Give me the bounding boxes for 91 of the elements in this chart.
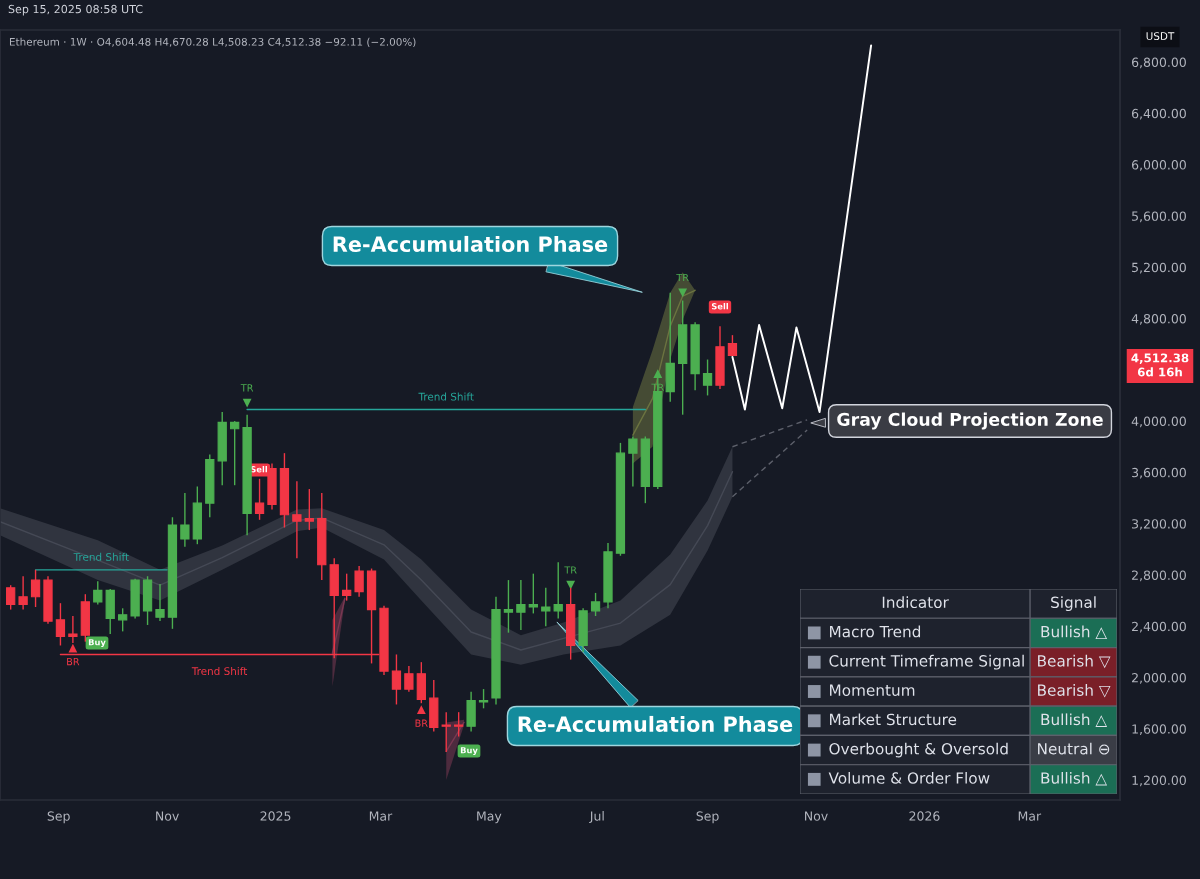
candlestick (541, 587, 551, 627)
candlestick (441, 711, 451, 753)
annotation: Bearish ▽ (1038, 654, 1111, 669)
series-label: BR (67, 658, 80, 666)
candlestick (503, 579, 514, 634)
y-tick-label: 3,600.00 (1132, 467, 1186, 479)
annotation: Bullish △ (1041, 771, 1108, 786)
point (416, 705, 426, 714)
x-tick-label: Mar (1018, 811, 1042, 821)
x-tick-label: 2026 (909, 811, 940, 821)
annotation: Bullish △ (1041, 713, 1108, 727)
candlestick (180, 492, 190, 548)
text: TR (564, 566, 577, 574)
candlestick (30, 569, 41, 608)
x-tick-label: Nov (805, 811, 828, 821)
y-tick-label: 6,000.00 (1131, 160, 1186, 171)
candlestick (55, 602, 66, 647)
point (566, 580, 576, 590)
annotation: Market Structure (830, 713, 957, 726)
candlestick (702, 358, 713, 397)
annotation: Sell (711, 302, 728, 310)
annotation: Buy (460, 747, 478, 756)
x-tick-label: Sep (47, 811, 70, 824)
candlestick (342, 572, 352, 602)
candlestick (93, 580, 103, 606)
annotation: Overbought & Oversold (829, 742, 1008, 758)
candlestick (118, 607, 128, 633)
line-series (632, 289, 696, 436)
text: Ethereum · 1W · O4,604.48 H4,670.28 L4,508.23 C4,512.38 −92.11 (−2.00%) (9, 37, 416, 47)
candlestick (454, 711, 464, 738)
series-label: Trend Shift (418, 392, 474, 401)
annotation: Bearish ▽ (1038, 684, 1111, 698)
y-tick-label: 5,600.00 (1132, 211, 1186, 223)
y-tick-label: 6,800.00 (1131, 57, 1186, 69)
point (678, 288, 688, 298)
y-axis-title: USDT (1146, 32, 1175, 41)
y-tick-label: 2,000.00 (1132, 673, 1186, 684)
annotation: Signal (1051, 596, 1096, 612)
x-tick-label: Jul (589, 811, 604, 824)
candlestick (528, 572, 538, 615)
line-series (0, 471, 734, 651)
x-tick-label: May (477, 811, 502, 824)
y-tick-label: 3,200.00 (1132, 519, 1186, 530)
candlestick (391, 653, 402, 706)
y-tick-label: 4,000.00 (1131, 416, 1186, 428)
candlestick (727, 334, 738, 357)
series-label: Trend Shift (73, 552, 129, 561)
annotation: Neutral ⊖ (1038, 742, 1110, 755)
x-tick-label: Mar (369, 811, 393, 821)
annotation: Current Timeframe Signal (829, 654, 1024, 670)
annotation: Gray Cloud Projection Zone (837, 412, 1103, 430)
y-tick-label: 1,600.00 (1132, 724, 1186, 736)
candlestick (304, 488, 314, 531)
x-tick-label: Nov (156, 811, 179, 821)
candlestick (6, 584, 16, 611)
text: 4,512.38 6d 16h (1131, 353, 1189, 377)
y-tick-label: 5,200.00 (1132, 262, 1186, 274)
annotation: Macro Trend (830, 625, 921, 638)
y-tick-label: 1,200.00 (1132, 775, 1186, 787)
y-tick-label: 6,400.00 (1131, 108, 1186, 120)
annotation: Momentum (830, 684, 915, 696)
annotation: Volume & Order Flow (828, 771, 990, 784)
point (242, 398, 252, 408)
point (68, 643, 78, 653)
candlestick (18, 575, 28, 611)
x-tick-label: 2025 (260, 811, 291, 821)
x-tick-label: Sep (696, 811, 719, 824)
candlestick (354, 565, 364, 598)
annotation: Buy (88, 639, 106, 648)
candlestick (404, 665, 414, 693)
text: BR (415, 719, 428, 727)
text: TR (676, 274, 689, 282)
annotation: Indicator (882, 596, 949, 609)
series-label: Trend Shift (191, 666, 248, 676)
candlestick (292, 480, 302, 559)
annotation: Re-Accumulation Phase (333, 235, 608, 253)
text: Sep 15, 2025 08:58 UTC (8, 4, 143, 16)
candlestick (254, 478, 265, 521)
candlestick (628, 435, 638, 488)
candlestick (478, 688, 489, 710)
text: TR (240, 384, 254, 392)
candlestick (155, 583, 165, 622)
annotation: Re-Accumulation Phase (518, 715, 793, 733)
y-tick-label: 2,800.00 (1132, 570, 1186, 582)
y-tick-label: 4,800.00 (1131, 313, 1186, 325)
y-tick-label: 2,400.00 (1132, 621, 1186, 633)
candlestick (230, 420, 240, 486)
annotation: Bullish △ (1041, 625, 1108, 640)
candlestick (590, 592, 601, 617)
candlestick (553, 561, 563, 620)
candlestick (516, 579, 526, 631)
